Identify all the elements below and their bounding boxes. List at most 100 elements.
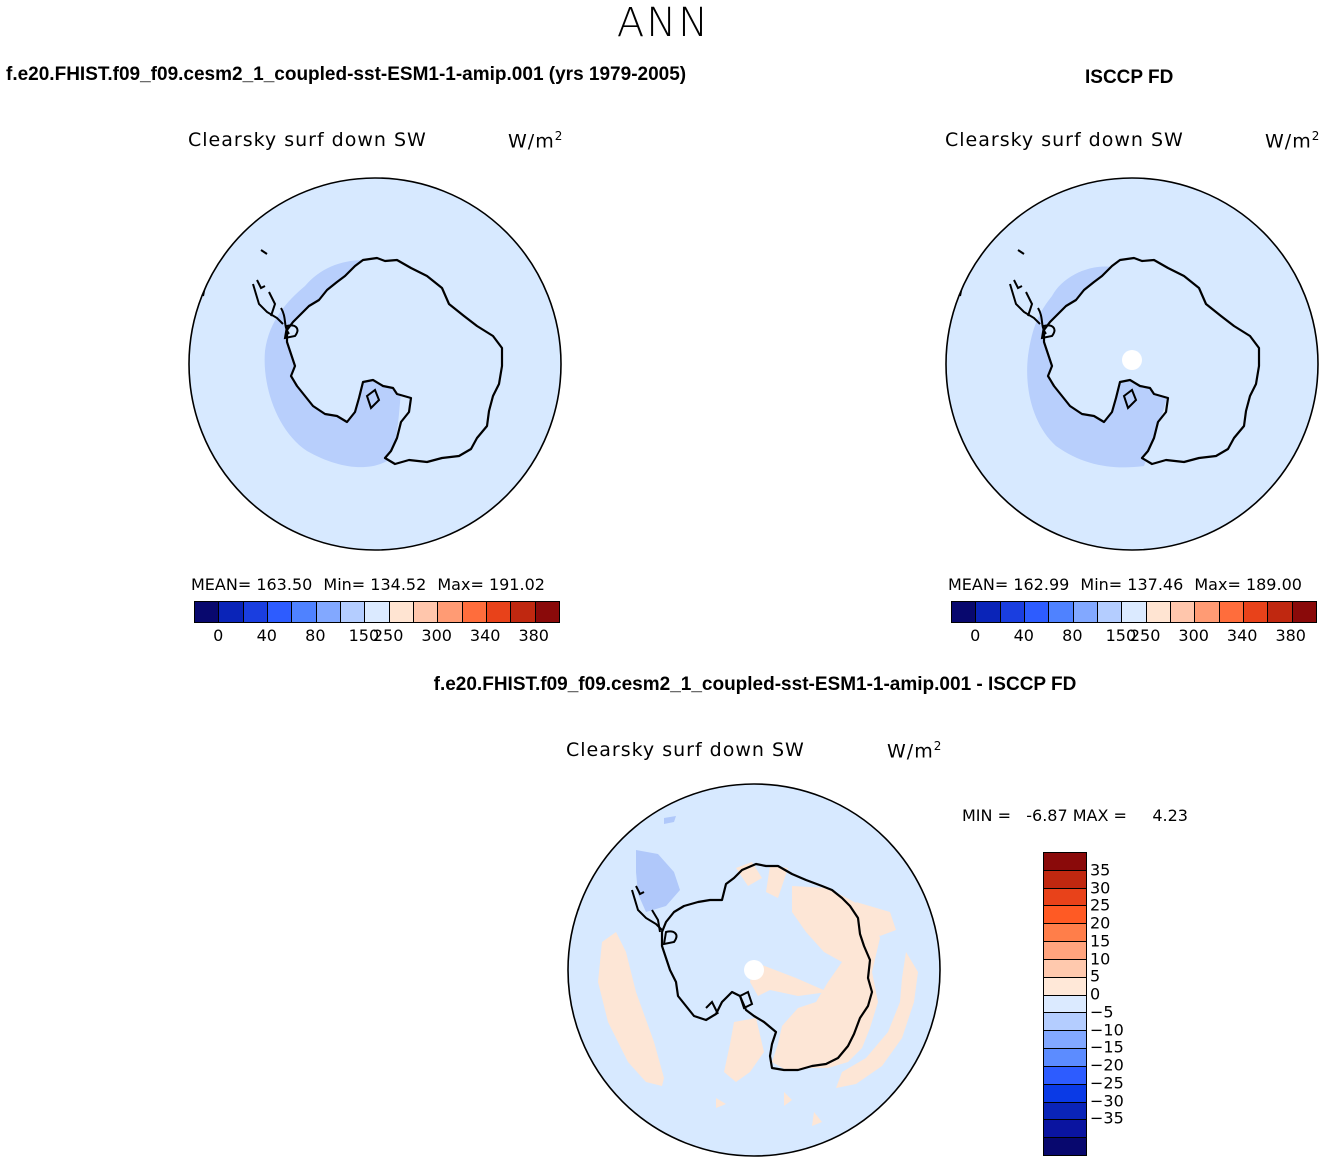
colorbar-tick-label: 380 — [518, 626, 549, 645]
colorbar-swatch — [1044, 888, 1086, 907]
colorbar-swatch — [1044, 942, 1086, 960]
panel-diff-colorbar — [1043, 852, 1087, 1156]
colorbar-swatch — [413, 602, 439, 622]
colorbar-tick-label: 300 — [1178, 626, 1209, 645]
colorbar-swatch — [1292, 602, 1316, 622]
colorbar-swatch — [267, 602, 293, 622]
colorbar-tick-label: 150 — [1105, 626, 1137, 645]
panel-obs-variable: Clearsky surf down SW — [945, 129, 1184, 151]
panel-obs-map — [945, 177, 1319, 551]
missing-data-pole — [1122, 350, 1142, 370]
panel-model-title: f.e20.FHIST.f09_f09.cesm2_1_coupled-sst-… — [6, 64, 687, 85]
colorbar-swatch — [1044, 1102, 1086, 1121]
colorbar-tick-label: 380 — [1275, 626, 1306, 645]
antarctica-coastline — [285, 256, 504, 466]
colorbar-tick-label: 250 — [1129, 626, 1161, 645]
panel-model-map — [188, 177, 562, 551]
colorbar-swatch — [1044, 1084, 1086, 1103]
colorbar-swatch — [1000, 602, 1025, 622]
colorbar-swatch — [1268, 602, 1293, 622]
panel-model-colorbar — [194, 601, 560, 623]
colorbar-swatch — [316, 602, 341, 622]
missing-data-pole — [744, 960, 764, 980]
colorbar-tick-label: −30 — [1090, 1091, 1124, 1111]
panel-obs-units: W/m2 — [1265, 129, 1321, 153]
colorbar-tick-label: 0 — [213, 626, 224, 645]
colorbar-swatch — [1044, 1049, 1086, 1067]
colorbar-swatch — [1049, 602, 1074, 622]
colorbar-swatch — [952, 602, 977, 622]
colorbar-tick-label: 15 — [1090, 931, 1111, 951]
antarctica-coastline — [1042, 256, 1261, 466]
colorbar-tick-label: 20 — [1090, 913, 1111, 933]
colorbar-swatch — [535, 602, 559, 622]
antarctica-coastline — [660, 862, 874, 1072]
colorbar-swatch — [486, 602, 512, 622]
colorbar-tick-label: 40 — [256, 626, 277, 645]
panel-model-units: W/m2 — [508, 129, 564, 153]
colorbar-swatch — [340, 602, 366, 622]
colorbar-tick-label: 10 — [1090, 949, 1111, 969]
neg-anomaly — [636, 850, 680, 912]
colorbar-swatch — [1044, 959, 1086, 978]
panel-diff-units: W/m2 — [887, 739, 943, 763]
panel-model-min: Min= 134.52 — [323, 575, 427, 594]
colorbar-swatch — [1044, 995, 1086, 1014]
colorbar-swatch — [1146, 602, 1171, 622]
colorbar-tick-label: −15 — [1090, 1037, 1124, 1057]
colorbar-swatch — [1044, 924, 1086, 943]
colorbar-tick-label: −10 — [1090, 1020, 1124, 1040]
panel-obs-stats: MEAN= 162.99 Min= 137.46 Max= 189.00 — [948, 575, 1308, 594]
colorbar-swatch — [1097, 602, 1123, 622]
colorbar-swatch — [292, 602, 317, 622]
colorbar-tick-label: 0 — [1090, 984, 1101, 1004]
colorbar-swatch — [438, 602, 463, 622]
panel-obs-mean: MEAN= 162.99 — [948, 575, 1070, 594]
panel-model-stats: MEAN= 163.50 Min= 134.52 Max= 191.02 — [191, 575, 551, 594]
colorbar-swatch — [1044, 1031, 1086, 1050]
colorbar-swatch — [219, 602, 244, 622]
colorbar-tick-label: 300 — [421, 626, 452, 645]
colorbar-tick-label: −5 — [1090, 1002, 1114, 1022]
colorbar-tick-label: 25 — [1090, 895, 1111, 915]
panel-obs-colorbar — [951, 601, 1317, 623]
colorbar-tick-label: 30 — [1090, 878, 1111, 898]
colorbar-tick-label: −25 — [1090, 1073, 1124, 1093]
colorbar-swatch — [1044, 1120, 1086, 1139]
colorbar-swatch — [1044, 870, 1086, 889]
panel-obs-colorbar-ticks: 0 40 80 150 250 300 340 380 — [951, 626, 1315, 646]
colorbar-tick-label: 35 — [1090, 860, 1111, 880]
panel-obs-min: Min= 137.46 — [1080, 575, 1184, 594]
colorbar-swatch — [511, 602, 536, 622]
pos-anomaly — [598, 932, 664, 1086]
colorbar-swatch — [1044, 1066, 1086, 1085]
colorbar-swatch — [1243, 602, 1269, 622]
colorbar-swatch — [1044, 1013, 1086, 1032]
colorbar-swatch — [365, 602, 390, 622]
panel-model-variable: Clearsky surf down SW — [188, 129, 427, 151]
colorbar-tick-label: 340 — [1226, 626, 1258, 645]
panel-model-max: Max= 191.02 — [437, 575, 545, 594]
colorbar-tick-label: −20 — [1090, 1055, 1124, 1075]
panel-obs-title: ISCCP FD — [1085, 67, 1174, 88]
colorbar-swatch — [195, 602, 220, 622]
colorbar-swatch — [1044, 906, 1086, 925]
colorbar-tick-label: 250 — [372, 626, 404, 645]
panel-diff-map — [567, 783, 941, 1157]
panel-diff-minmax: MIN = -6.87 MAX = 4.23 — [962, 806, 1188, 825]
colorbar-swatch — [1219, 602, 1244, 622]
colorbar-swatch — [976, 602, 1001, 622]
colorbar-tick-label: 0 — [970, 626, 981, 645]
colorbar-tick-label: 5 — [1090, 966, 1101, 986]
colorbar-swatch — [1044, 853, 1086, 871]
colorbar-tick-label: 40 — [1013, 626, 1034, 645]
season-title: ANN — [616, 0, 711, 46]
colorbar-swatch — [1024, 602, 1050, 622]
colorbar-tick-label: −35 — [1090, 1108, 1124, 1128]
colorbar-swatch — [462, 602, 487, 622]
colorbar-tick-label: 80 — [1062, 626, 1083, 645]
panel-diff-colorbar-ticks: 35 30 25 20 15 10 5 0 −5 −10 −15 −20 −25 −30 −35 — [1090, 852, 1150, 1154]
panel-diff-variable: Clearsky surf down SW — [566, 739, 805, 761]
colorbar-swatch — [1044, 977, 1086, 996]
colorbar-tick-label: 150 — [348, 626, 380, 645]
